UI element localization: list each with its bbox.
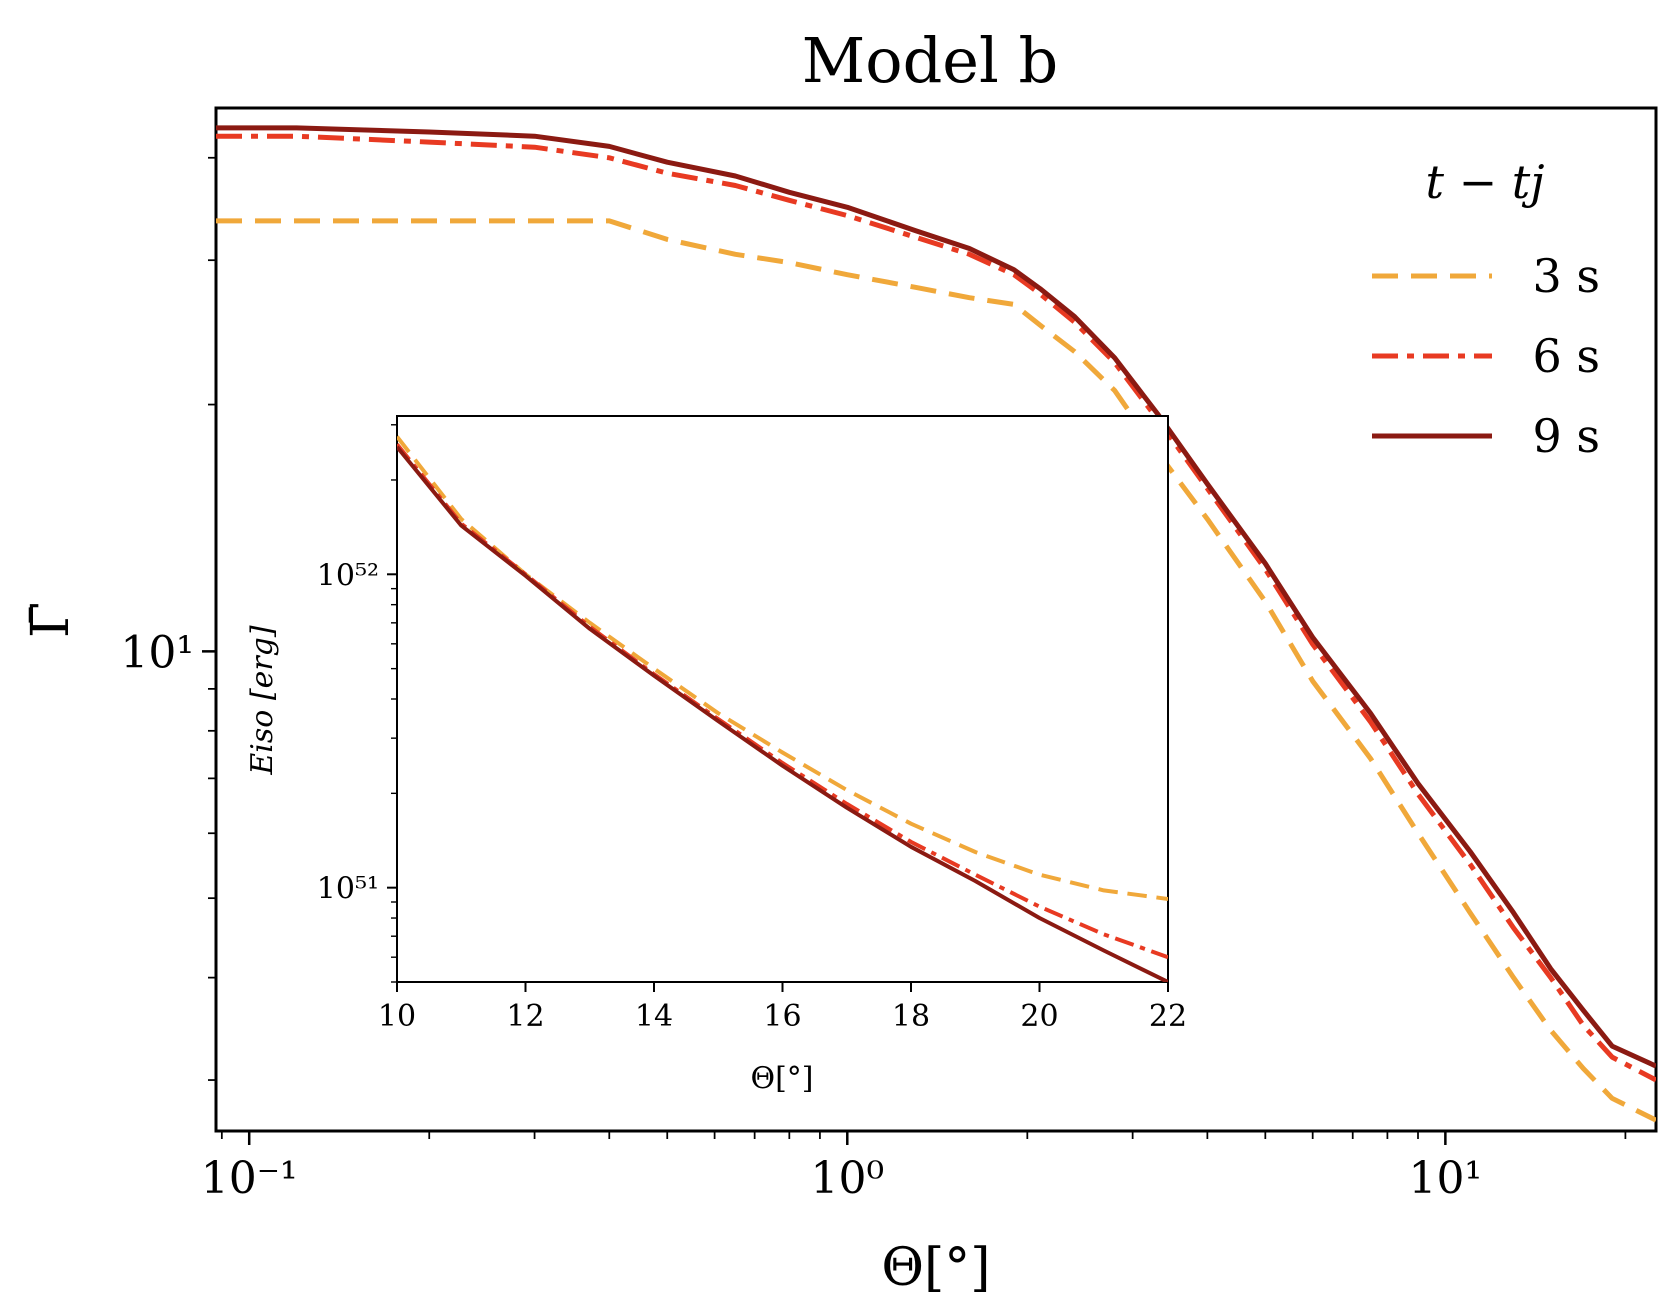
inset-y-tick-label: 10⁵¹ [317,872,379,907]
inset-x-tick-label: 20 [1020,999,1058,1034]
legend-title: t − tj [1425,155,1544,209]
main-x-axis-label: Θ[°] [881,1238,990,1298]
main-y-tick-label: 10¹ [120,627,194,678]
legend: t − tj 3 s 6 s 9 s [1372,155,1600,463]
main-x-tick-label: 10⁰ [810,1153,884,1204]
main-series-line-9s [216,125,1656,1069]
main-series-line-6s [216,133,1656,1083]
inset-plot: 10 12 14 16 18 20 22 10⁵¹ 10⁵² Θ[°] Eiso [erg] [245,415,1187,1096]
inset-series-line-9s [397,445,1168,982]
legend-label: 3 s [1533,249,1601,303]
inset-y-axis-label: Eiso [erg] [245,625,280,775]
inset-ticks: 10 12 14 16 18 20 22 10⁵¹ 10⁵² [317,424,1187,1034]
inset-x-tick-label: 18 [892,999,930,1034]
legend-items: 3 s 6 s 9 s [1372,249,1600,463]
main-x-tick-label: 10⁻¹ [201,1153,298,1204]
legend-label: 6 s [1533,329,1601,383]
main-ticks: 10⁻¹ 10⁰ 10¹ 10¹ [120,156,1627,1204]
main-x-tick-label: 10¹ [1409,1153,1483,1204]
legend-label: 9 s [1533,409,1601,463]
inset-x-tick-label: 14 [635,999,673,1034]
inset-x-tick-label: 10 [378,999,416,1034]
main-series-line-3s [216,218,1656,1123]
inset-series-lines [397,435,1168,982]
main-plot: Model b 10⁻¹ 10⁰ 10¹ 10¹ Θ[°] Γ̄ [21,24,1658,1298]
chart-title: Model b [802,24,1058,97]
inset-plot-frame [396,415,1169,983]
main-series-lines [216,125,1656,1123]
inset-x-axis-label: Θ[°] [750,1061,813,1096]
main-y-axis-label: Γ̄ [21,602,81,638]
inset-x-tick-label: 22 [1149,999,1187,1034]
inset-x-tick-label: 16 [763,999,801,1034]
inset-y-tick-label: 10⁵² [317,558,379,593]
inset-x-tick-label: 12 [506,999,544,1034]
main-plot-frame [214,106,1658,1133]
